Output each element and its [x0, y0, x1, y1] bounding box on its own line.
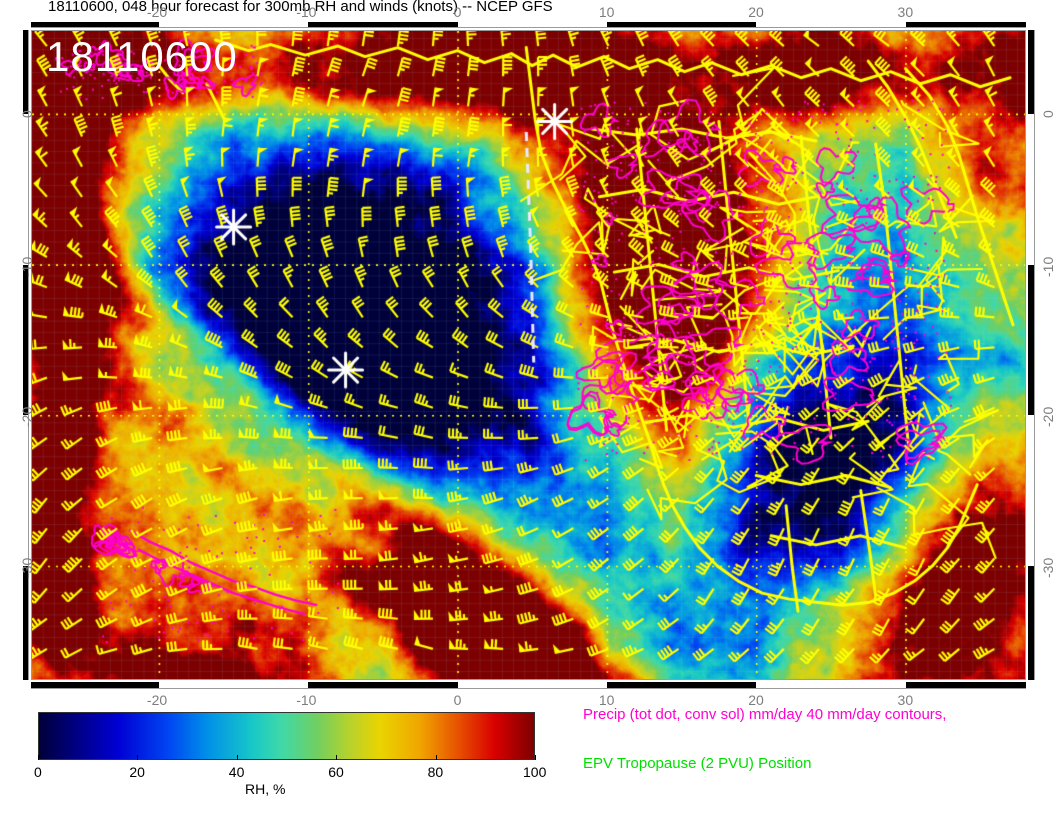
axis-rule-right — [1034, 30, 1035, 680]
axis-tick-band-left — [23, 30, 29, 114]
colorbar-tick-label: 100 — [523, 764, 547, 780]
colorbar-tick-label: 60 — [328, 764, 344, 780]
y-tick-label-left: 0 — [19, 110, 35, 118]
colorbar-tick-mark — [535, 755, 536, 760]
y-tick-label-right: -10 — [1040, 256, 1056, 277]
chart-title: 18110600, 048 hour forecast for 300mb RH… — [48, 0, 553, 15]
x-tick-label-bottom: -10 — [296, 692, 317, 708]
x-tick-label-bottom: 10 — [598, 692, 615, 708]
axis-tick-band-right — [1028, 30, 1034, 114]
axis-tick-band-top — [308, 22, 458, 28]
x-tick-label-top: -10 — [296, 4, 317, 20]
x-tick-label-bottom: 0 — [453, 692, 462, 708]
x-tick-label-top: 30 — [897, 4, 914, 20]
precip-legend-text: Precip (tot dot, conv sol) mm/day 40 mm/… — [583, 706, 947, 723]
colorbar-tick-mark — [336, 755, 338, 760]
y-tick-label-right: -30 — [1040, 557, 1056, 578]
x-tick-label-bottom: 30 — [897, 692, 914, 708]
axis-tick-band-bottom — [31, 682, 159, 688]
axis-rule-top — [31, 27, 1026, 28]
x-tick-label-top: 0 — [453, 4, 462, 20]
epv-legend-text: EPV Tropopause (2 PVU) Position — [583, 755, 812, 772]
colorbar-tick-mark — [137, 755, 139, 760]
overlay-canvas — [32, 31, 1025, 679]
init-time-stamp: 18110600 — [46, 33, 238, 80]
axis-tick-band-bottom — [606, 682, 757, 688]
colorbar-gradient — [38, 712, 535, 760]
y-tick-label-left: -20 — [19, 407, 35, 428]
colorbar-tick-mark — [435, 755, 437, 760]
colorbar-tick-mark — [38, 755, 39, 760]
axis-tick-band-top — [31, 22, 159, 28]
colorbar-tick-label: 40 — [228, 764, 245, 780]
axis-tick-band-top — [606, 22, 757, 28]
colorbar-tick-label: 0 — [34, 764, 42, 780]
colorbar-tick-label: 20 — [129, 764, 145, 780]
y-tick-label-left: -30 — [19, 557, 35, 578]
x-tick-label-bottom: -20 — [146, 692, 168, 708]
axis-tick-band-left — [23, 565, 29, 680]
map-panel — [31, 30, 1026, 680]
axis-rule-left — [28, 30, 29, 680]
y-tick-label-right: -20 — [1040, 407, 1056, 428]
colorbar — [38, 712, 535, 760]
axis-tick-band-left — [23, 264, 29, 416]
axis-tick-band-top — [905, 22, 1026, 28]
colorbar-tick-label: 80 — [427, 764, 444, 780]
x-tick-label-bottom: 20 — [748, 692, 764, 708]
colorbar-label: RH, % — [245, 781, 286, 797]
axis-rule-bottom — [31, 688, 1026, 689]
colorbar-tick-mark — [236, 755, 238, 760]
x-tick-label-top: -20 — [146, 4, 168, 20]
y-tick-label-right: 0 — [1040, 110, 1056, 118]
x-tick-label-top: 20 — [748, 4, 764, 20]
y-tick-label-left: -10 — [19, 256, 35, 277]
axis-tick-band-right — [1028, 565, 1034, 680]
axis-tick-band-bottom — [308, 682, 458, 688]
x-tick-label-top: 10 — [598, 4, 615, 20]
axis-tick-band-bottom — [905, 682, 1026, 688]
axis-tick-band-right — [1028, 264, 1034, 416]
